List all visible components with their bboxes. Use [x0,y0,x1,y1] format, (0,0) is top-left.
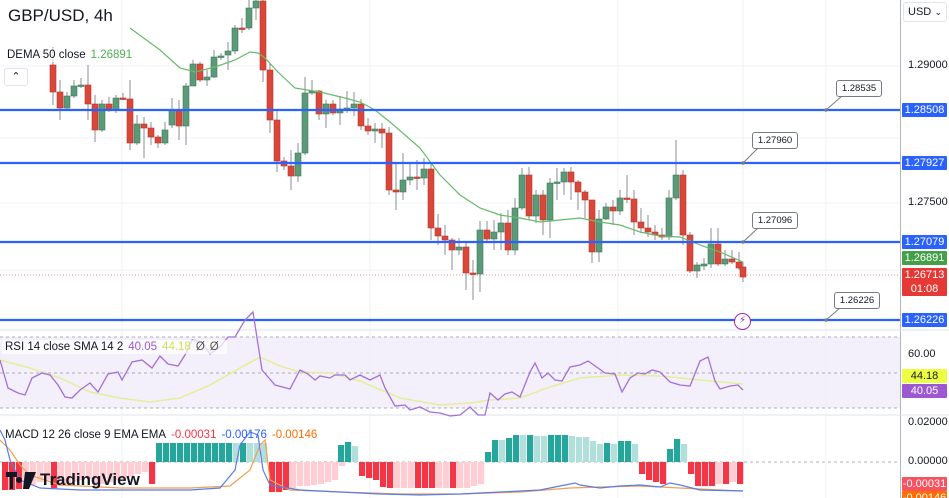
bar-countdown: 01:08 [910,283,939,295]
axis-tick-label: 60.00 [908,348,936,360]
price-callout[interactable]: 1.27960 [752,132,798,149]
flash-alert-icon[interactable]: ⚡ [734,313,751,330]
price-tag: -0.00031 [902,477,947,491]
rsi-value: 40.05 [128,341,158,353]
axis-tick-label: 0.02000 [908,416,948,428]
price-tag: 1.27079 [902,235,947,249]
price-callout[interactable]: 1.27096 [752,212,798,229]
axis-tick-label: 0.00000 [908,455,948,467]
price-tag: 1.27927 [902,156,947,170]
axis-tick-label: 1.27500 [908,196,948,208]
macd-signal-value: -0.00146 [271,429,318,441]
rsi-label: RSI 14 close SMA 14 2 [5,341,124,353]
macd-hist-value: -0.00031 [171,429,217,441]
tradingview-logo: TradingView [6,470,140,490]
collapse-legend-button[interactable]: ⌃ [4,68,28,86]
price-callout[interactable]: 1.26226 [834,292,880,309]
dema-value: 1.26891 [90,49,133,61]
price-callout[interactable]: 1.28535 [836,80,882,97]
macd-value: -0.00176 [221,429,267,441]
currency-selector[interactable]: USD ⌄ [903,2,947,22]
macd-label: MACD 12 26 close 9 EMA EMA [5,429,167,441]
brand-name: TradingView [40,470,140,489]
rsi-extra-2: Ø [209,341,219,353]
price-tag: 1.28508 [902,103,947,117]
current-price-value: 1.26713 [904,269,945,281]
rsi-extra-1: Ø [195,341,205,353]
price-tag: 1.26891 [902,251,947,265]
currency-label: USD [908,6,932,18]
rsi-sma-value: 44.18 [162,341,191,353]
axis-tick-label: 1.29000 [908,59,948,71]
price-tag: -0.00146 [902,491,947,498]
price-tag: 40.05 [902,384,947,398]
dema-label: DEMA 50 close [7,49,86,61]
price-tag: 1.26713 01:08 [902,268,947,296]
tradingview-mark-icon [6,471,36,489]
chevron-down-icon: ⌄ [934,7,942,17]
chevron-up-icon: ⌃ [11,71,21,83]
rsi-legend[interactable]: RSI 14 close SMA 14 2 40.05 44.18 Ø Ø [2,340,227,354]
price-tag: 44.18 [902,369,947,383]
dema-legend[interactable]: DEMA 50 close 1.26891 [4,48,141,62]
macd-legend[interactable]: MACD 12 26 close 9 EMA EMA -0.00031 -0.001… [2,428,325,442]
price-tag: 1.26226 [902,313,947,327]
symbol-title: GBP/USD, 4h [8,6,113,25]
